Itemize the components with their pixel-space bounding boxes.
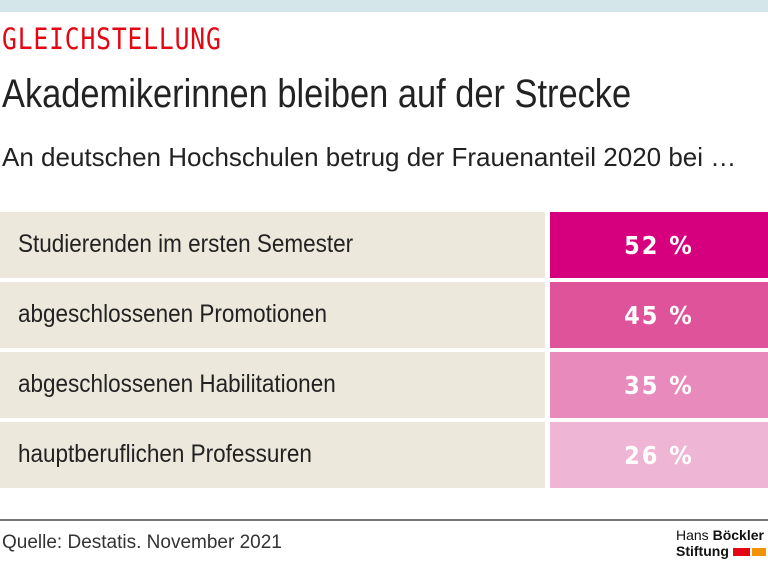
table-row: Studierenden im ersten Semester 52 % [0, 212, 768, 278]
row-value-cell: 45 % [550, 282, 768, 348]
row-value: 52 % [624, 230, 694, 260]
row-value-cell: 26 % [550, 422, 768, 488]
row-label: abgeschlossenen Habilitationen [18, 370, 336, 398]
table-row: abgeschlossenen Habilitationen 35 % [0, 352, 768, 418]
row-label-cell: Studierenden im ersten Semester [0, 212, 545, 278]
row-value: 35 % [624, 370, 694, 400]
page-title: Akademikerinnen bleiben auf der Strecke [2, 72, 632, 116]
row-value-cell: 35 % [550, 352, 768, 418]
row-value-cell: 52 % [550, 212, 768, 278]
row-value: 26 % [624, 440, 694, 470]
subtitle: An deutschen Hochschulen betrug der Frau… [2, 142, 737, 172]
source: Quelle: Destatis. November 2021 [2, 532, 282, 553]
table-row: hauptberuflichen Professuren 26 % [0, 422, 768, 488]
table-row: abgeschlossenen Promotionen 45 % [0, 282, 768, 348]
kicker: GLEICHSTELLUNG [2, 22, 222, 56]
divider [0, 519, 768, 521]
logo: Hans Böckler Stiftung [676, 527, 766, 559]
row-value: 45 % [624, 300, 694, 330]
row-label: Studierenden im ersten Semester [18, 230, 354, 258]
row-label-cell: abgeschlossenen Habilitationen [0, 352, 545, 418]
row-label-cell: hauptberuflichen Professuren [0, 422, 545, 488]
row-label: hauptberuflichen Professuren [18, 440, 312, 468]
top-bar [0, 0, 768, 12]
row-label: abgeschlossenen Promotionen [18, 300, 327, 328]
row-label-cell: abgeschlossenen Promotionen [0, 282, 545, 348]
